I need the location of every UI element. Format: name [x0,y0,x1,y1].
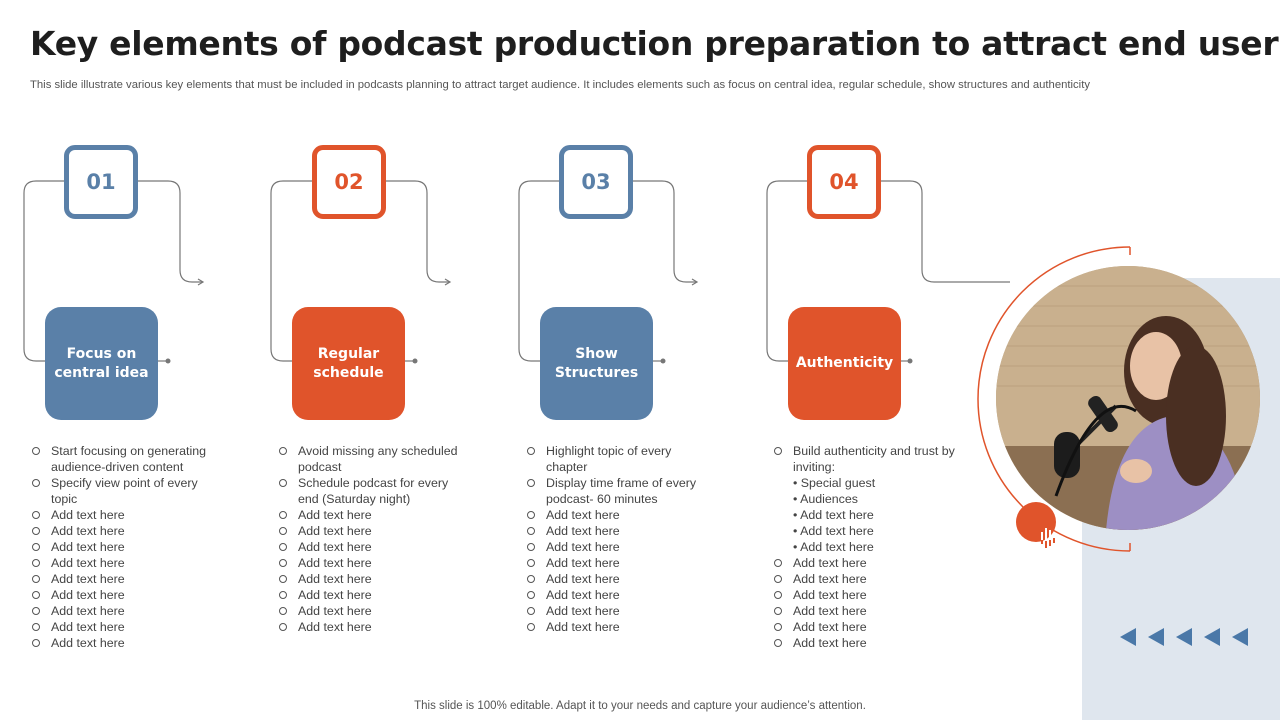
list-item: Add text here [30,555,220,571]
list-item: Add text here [277,619,467,635]
step-number-1: 01 [64,145,138,219]
list-item: Add text here [30,523,220,539]
list-item: Add text here [525,587,715,603]
list-item: Add text here [30,587,220,603]
list-item: Display time frame of every podcast- 60 … [525,475,715,507]
list-item: Add text here [525,555,715,571]
list-item: Add text here [772,635,962,651]
left-arrow-icon [1148,628,1164,646]
photo-ring [977,246,1131,552]
list-item: Add text here [30,571,220,587]
step-number-3: 03 [559,145,633,219]
list-item: Start focusing on generating audience-dr… [30,443,220,475]
list-item: Add text here [525,619,715,635]
sub-list-item: • Add text here [793,524,874,538]
step-number-text: 03 [581,170,611,194]
list-item: Add text here [277,587,467,603]
step-card-focus-on-central-idea: Focus on central idea [45,307,158,420]
list-item: Add text here [525,603,715,619]
step-2-points: Avoid missing any scheduled podcast Sche… [277,443,467,635]
step-number-text: 04 [829,170,859,194]
step-card-authenticity: Authenticity [788,307,901,420]
list-item: Add text here [525,539,715,555]
list-item: Add text here [277,539,467,555]
sub-list-item: • Special guest [793,476,876,490]
step-number-2: 02 [312,145,386,219]
list-item: Specify view point of every topic [30,475,220,507]
list-item: Add text here [772,603,962,619]
podcaster-illustration [996,266,1260,530]
list-item: Add text here [30,603,220,619]
list-item: Add text here [772,555,962,571]
list-item: Highlight topic of every chapter [525,443,715,475]
list-item: Add text here [525,507,715,523]
step-card-regular-schedule: Regular schedule [292,307,405,420]
list-item: Avoid missing any scheduled podcast [277,443,467,475]
list-item: Build authenticity and trust by inviting… [772,443,962,475]
sound-wave-icon [1016,502,1056,548]
list-item: Add text here [30,619,220,635]
footer-note: This slide is 100% editable. Adapt it to… [414,700,866,712]
step-1-points: Start focusing on generating audience-dr… [30,443,220,651]
step-4-points: Build authenticity and trust by inviting… [772,443,962,651]
list-item: Add text here [30,635,220,651]
podcaster-photo [996,266,1260,530]
step-number-text: 01 [86,170,116,194]
step-3-points: Highlight topic of every chapter Display… [525,443,715,635]
list-item: Add text here [277,555,467,571]
sub-list-item: • Audiences [793,492,858,506]
list-item: Add text here [30,507,220,523]
left-arrow-icon [1204,628,1220,646]
left-arrow-icon [1232,628,1248,646]
list-item: Schedule podcast for every end (Saturday… [277,475,467,507]
step-number-4: 04 [807,145,881,219]
slide-subtitle: This slide illustrate various key elemen… [30,79,1090,91]
list-item: Add text here [772,571,962,587]
left-arrow-icon [1176,628,1192,646]
left-arrow-icon [1120,628,1136,646]
list-item: Add text here [772,619,962,635]
navigation-arrows [1120,628,1248,646]
list-item: Add text here [525,571,715,587]
step-number-text: 02 [334,170,364,194]
list-item: Add text here [277,571,467,587]
list-item: Add text here [277,507,467,523]
slide-title: Key elements of podcast production prepa… [30,24,1280,63]
step-card-show-structures: Show Structures [540,307,653,420]
list-item: Add text here [30,539,220,555]
list-item: Add text here [277,603,467,619]
list-item: Add text here [277,523,467,539]
list-item: Add text here [525,523,715,539]
list-item: Add text here [772,587,962,603]
sub-list-item: • Add text here [793,508,874,522]
sub-list-item: • Add text here [793,540,874,554]
